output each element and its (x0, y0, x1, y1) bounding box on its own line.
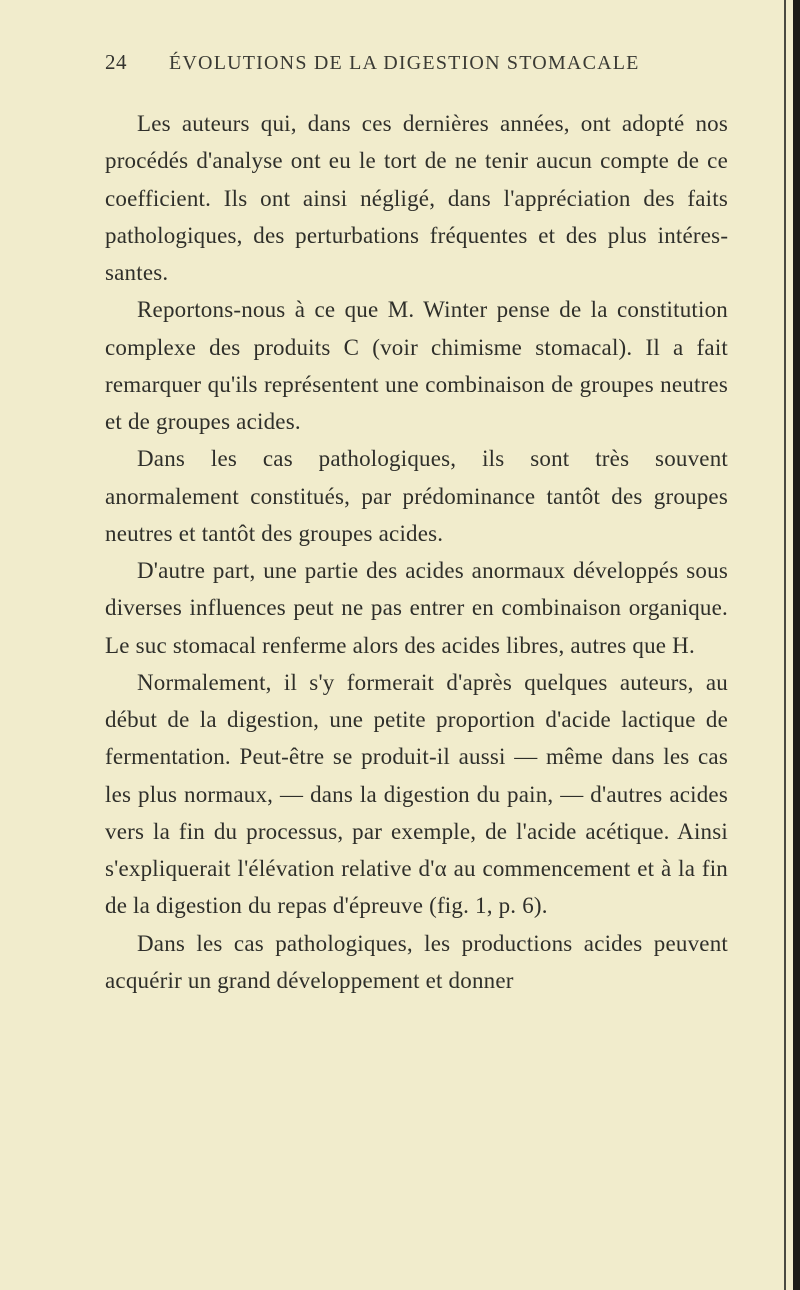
page-right-border (793, 0, 800, 1290)
body-paragraph: Les auteurs qui, dans ces dernières anné… (105, 105, 728, 291)
body-paragraph: D'autre part, une partie des acides anor… (105, 552, 728, 664)
body-paragraph: Dans les cas pathologiques, les producti… (105, 925, 728, 1000)
body-paragraph: Normalement, il s'y formerait d'après qu… (105, 664, 728, 925)
page-header: 24 ÉVOLUTIONS DE LA DIGESTION STOMACALE (105, 50, 728, 75)
page-number: 24 (105, 50, 127, 75)
running-title: ÉVOLUTIONS DE LA DIGESTION STOMACALE (169, 52, 640, 75)
body-paragraph: Dans les cas pathologiques, ils sont trè… (105, 440, 728, 552)
document-page: 24 ÉVOLUTIONS DE LA DIGESTION STOMACALE … (0, 0, 800, 1049)
page-right-border-inner (784, 0, 786, 1290)
body-paragraph: Reportons-nous à ce que M. Winter pense … (105, 291, 728, 440)
